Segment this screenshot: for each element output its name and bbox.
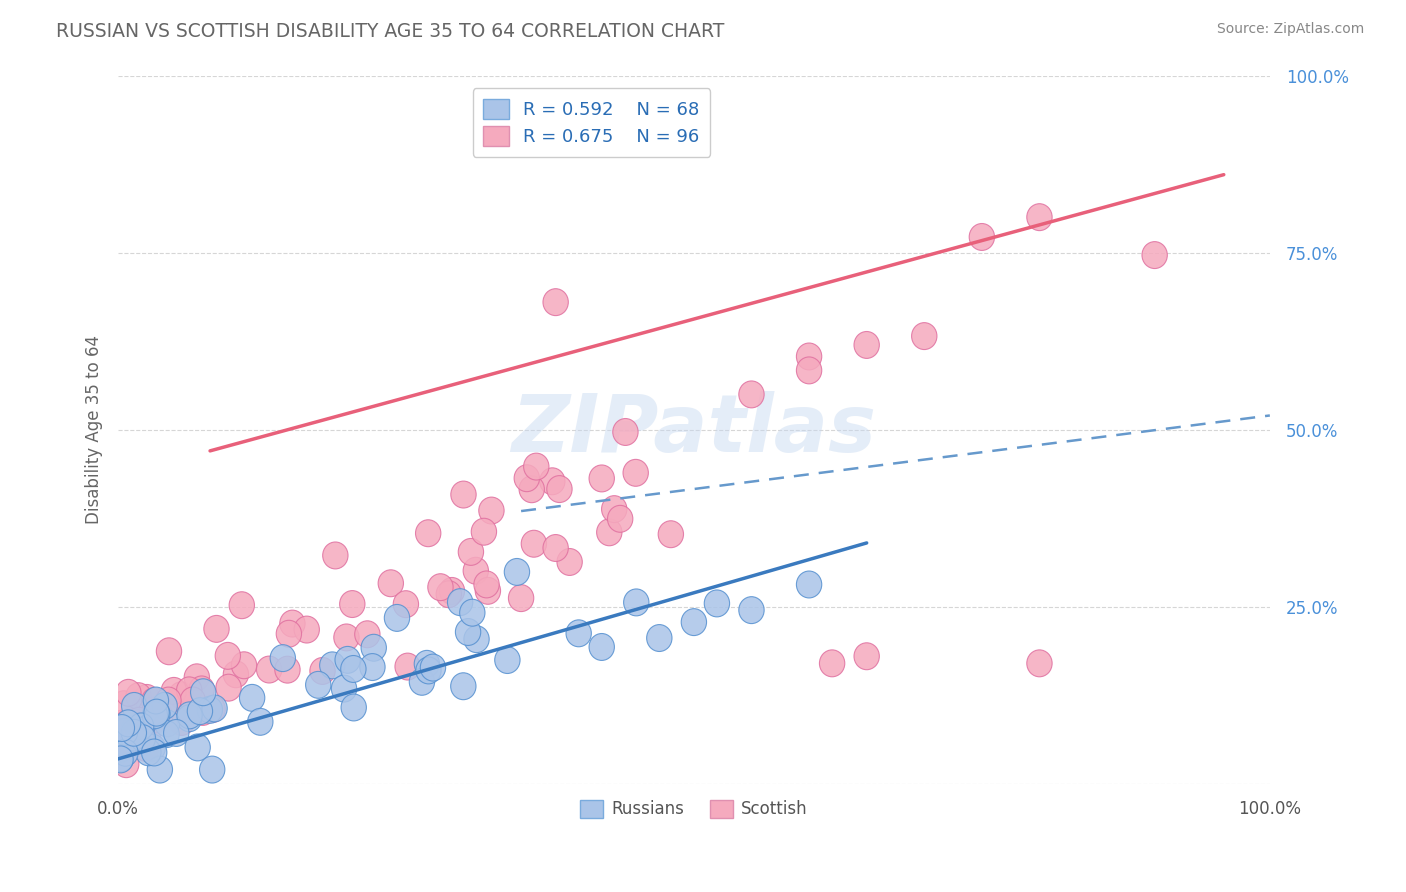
Text: Source: ZipAtlas.com: Source: ZipAtlas.com (1216, 22, 1364, 37)
Text: RUSSIAN VS SCOTTISH DISABILITY AGE 35 TO 64 CORRELATION CHART: RUSSIAN VS SCOTTISH DISABILITY AGE 35 TO… (56, 22, 724, 41)
Y-axis label: Disability Age 35 to 64: Disability Age 35 to 64 (86, 335, 103, 524)
Legend: Russians, Scottish: Russians, Scottish (574, 793, 814, 825)
Text: ZIPatlas: ZIPatlas (512, 391, 876, 468)
